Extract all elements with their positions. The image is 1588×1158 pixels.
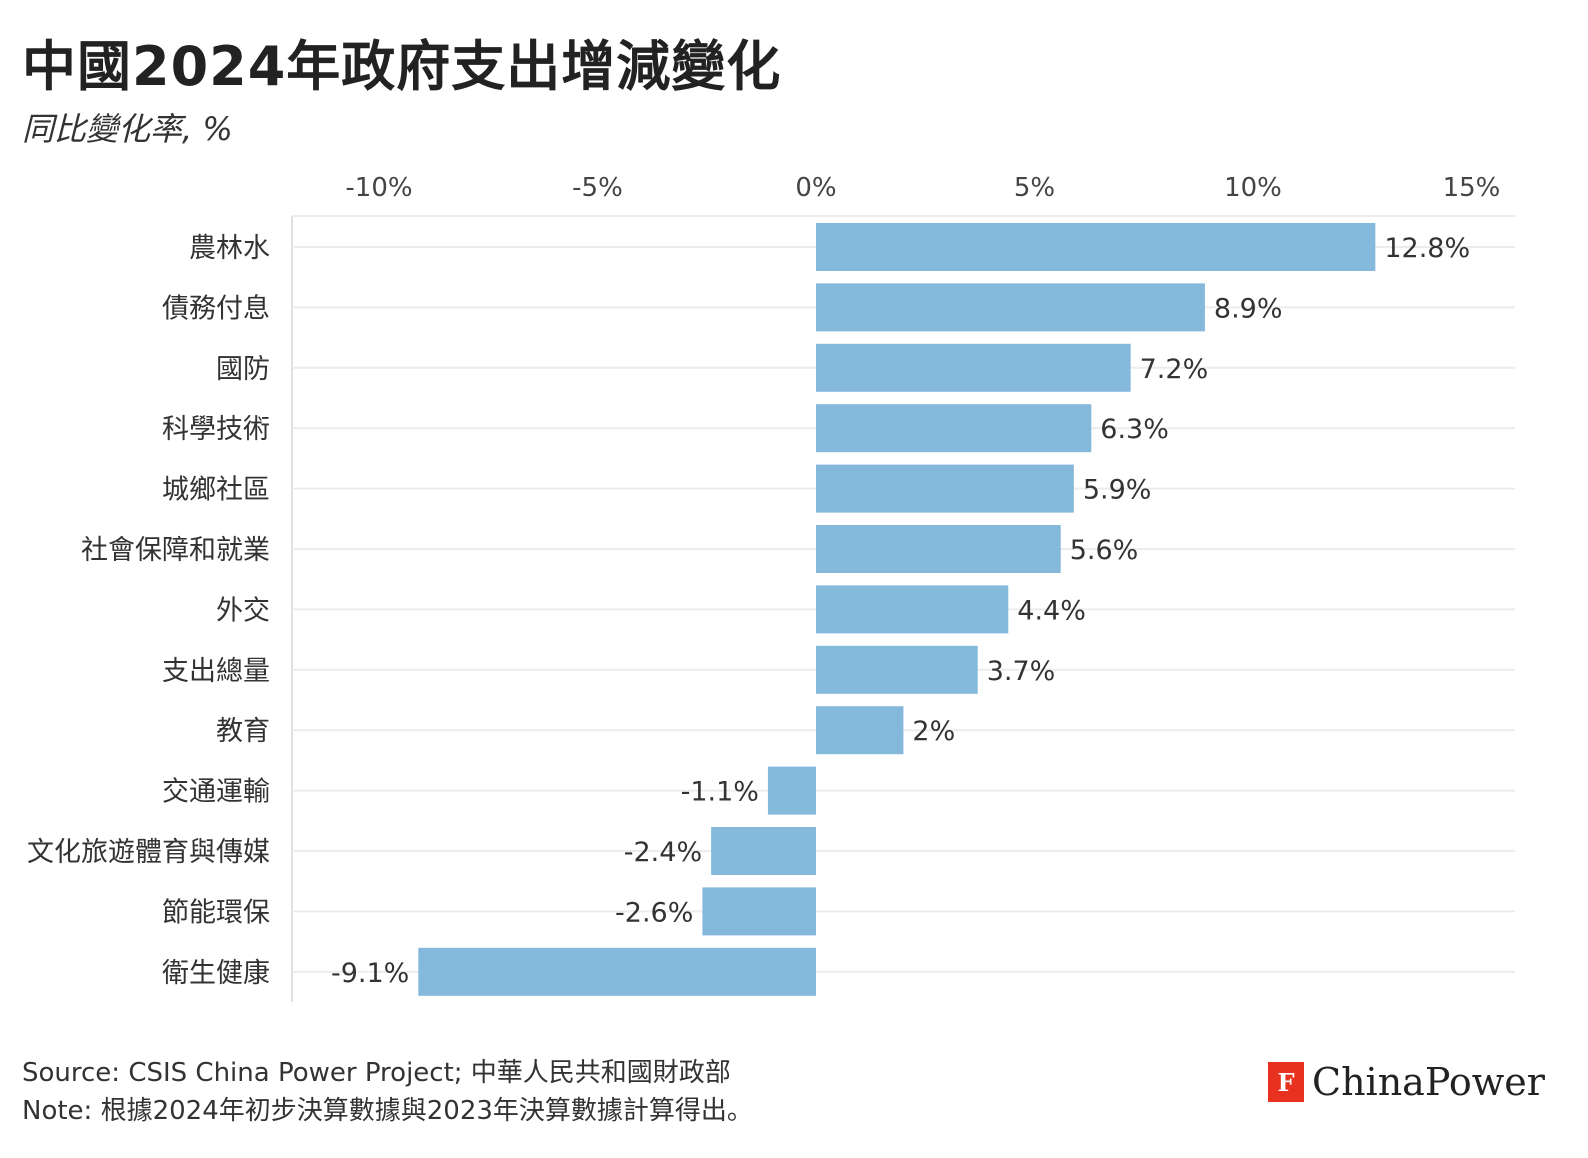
value-label: 7.2% <box>1140 354 1209 385</box>
bar <box>702 887 816 936</box>
value-label: -2.4% <box>624 837 702 868</box>
bar <box>816 585 1009 634</box>
category-label: 教育 <box>216 716 270 747</box>
chinapower-logo: F ChinaPower <box>1268 1060 1545 1104</box>
bar <box>418 947 816 996</box>
value-label: 8.9% <box>1214 293 1283 324</box>
category-label: 節能環保 <box>162 897 270 928</box>
value-label: 5.6% <box>1070 535 1139 566</box>
bar <box>816 343 1131 392</box>
logo-mark-icon: F <box>1268 1062 1304 1102</box>
bar <box>816 525 1061 573</box>
category-label: 文化旅遊體育與傳媒 <box>27 837 270 868</box>
category-label: 債務付息 <box>162 293 270 324</box>
bar <box>816 404 1092 453</box>
category-label: 衛生健康 <box>162 958 270 989</box>
category-label: 社會保障和就業 <box>81 535 270 566</box>
value-label: 12.8% <box>1384 233 1470 264</box>
category-label: 科學技術 <box>162 414 270 445</box>
value-label: 4.4% <box>1017 595 1086 626</box>
category-label: 外交 <box>216 595 270 626</box>
bar <box>816 464 1074 513</box>
bar <box>816 706 904 755</box>
x-tick-label: 0% <box>795 173 836 203</box>
bar <box>767 766 816 815</box>
value-label: -2.6% <box>615 897 693 928</box>
bar <box>711 827 816 875</box>
value-label: 5.9% <box>1083 475 1152 506</box>
x-tick-label: -5% <box>572 173 623 203</box>
category-label: 支出總量 <box>162 656 270 687</box>
footnote: Note: 根據2024年初步決算數據與2023年決算數據計算得出。 <box>22 1096 753 1126</box>
value-label: 6.3% <box>1100 414 1169 445</box>
chart-title: 中國2024年政府支出增減變化 <box>22 35 782 98</box>
value-label: 2% <box>912 716 955 747</box>
bar-chart: -10% -5% 0% 5% 10% 15% 農林水 12.8% 債務付息 8.9% 國防 7.2% 科… <box>27 173 1515 1002</box>
chart-subtitle: 同比變化率, % <box>22 110 233 148</box>
x-tick-label: 15% <box>1443 173 1501 203</box>
x-tick-label: -10% <box>345 173 412 203</box>
bar <box>816 223 1376 271</box>
category-label: 交通運輸 <box>162 777 270 808</box>
source-note: Source: CSIS China Power Project; 中華人民共和… <box>22 1058 731 1088</box>
value-label: 3.7% <box>987 656 1056 687</box>
category-label: 國防 <box>216 354 270 385</box>
category-label: 農林水 <box>189 233 270 264</box>
x-tick-label: 10% <box>1224 173 1282 203</box>
bar <box>816 283 1205 332</box>
category-label: 城鄉社區 <box>162 475 270 506</box>
value-label: -1.1% <box>681 777 759 808</box>
x-tick-label: 5% <box>1014 173 1055 203</box>
logo-text: ChinaPower <box>1312 1060 1545 1104</box>
value-label: -9.1% <box>331 958 409 989</box>
bar <box>816 645 978 694</box>
